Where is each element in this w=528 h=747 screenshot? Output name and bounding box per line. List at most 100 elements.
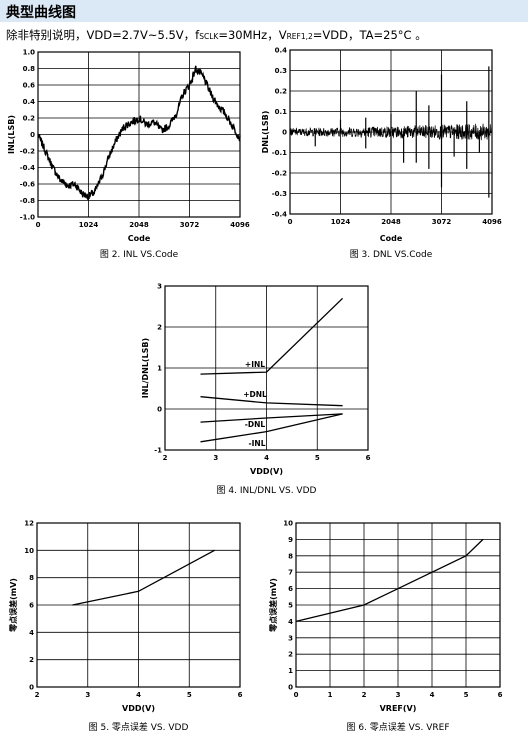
figure-caption: 图 3. DNL VS.Code bbox=[350, 249, 433, 260]
y-axis-label: INL/DNL(LSB) bbox=[141, 338, 150, 398]
x-tick-label: 6 bbox=[498, 691, 503, 699]
note-part-3: =VDD，TA=25°C 。 bbox=[312, 28, 427, 42]
x-axis-label: VDD(V) bbox=[250, 467, 283, 476]
x-tick-label: 1024 bbox=[79, 221, 99, 229]
y-tick-label: 0.4 bbox=[23, 98, 36, 106]
y-tick-label: 1.0 bbox=[23, 49, 36, 57]
chart-fig2: 0 1024 2048 3072 4096 -1.0 -0.8 -0.6 -0.4 -0.2 0 0.… bbox=[7, 49, 250, 261]
y-tick-label: 0 bbox=[29, 684, 34, 692]
x-axis-label: VDD(V) bbox=[122, 704, 155, 713]
y-tick-label: -0.4 bbox=[272, 211, 287, 219]
series-line bbox=[295, 538, 484, 623]
figure-caption: 图 5. 零点误差 VS. VDD bbox=[89, 721, 189, 733]
y-tick-label: 1 bbox=[288, 667, 293, 675]
y-tick-label: 0 bbox=[157, 406, 162, 414]
series-line bbox=[72, 549, 215, 606]
y-tick-label: -0.8 bbox=[20, 197, 35, 205]
y-tick-label: 8 bbox=[29, 574, 34, 582]
note-part-1: 除非特别说明，VDD=2.7V~5.5V，f bbox=[6, 28, 200, 42]
x-tick-label: 6 bbox=[238, 691, 243, 699]
section-header-bar bbox=[0, 0, 528, 22]
y-axis-label: INL(LSB) bbox=[7, 115, 16, 154]
y-tick-label: 2 bbox=[29, 656, 34, 664]
y-tick-label: 4 bbox=[29, 629, 34, 637]
x-axis-label: Code bbox=[380, 234, 403, 243]
y-tick-label: -0.1 bbox=[272, 149, 287, 157]
y-tick-label: 6 bbox=[288, 585, 293, 593]
y-tick-label: -0.6 bbox=[20, 181, 35, 189]
series-line bbox=[200, 413, 343, 443]
plot-frame bbox=[289, 49, 493, 215]
y-axis-label: DNL(LSB) bbox=[261, 111, 270, 154]
x-tick-label: 1024 bbox=[331, 218, 351, 226]
x-tick-label: 3072 bbox=[180, 221, 200, 229]
x-tick-label: 4096 bbox=[482, 218, 502, 226]
y-tick-label: 5 bbox=[288, 602, 293, 610]
x-tick-label: 1 bbox=[328, 691, 333, 699]
x-tick-label: 4 bbox=[136, 691, 141, 699]
y-tick-label: 12 bbox=[24, 520, 34, 528]
x-tick-label: 3 bbox=[85, 691, 90, 699]
x-tick-label: 5 bbox=[464, 691, 469, 699]
y-tick-label: 10 bbox=[283, 520, 293, 528]
y-tick-label: 7 bbox=[288, 569, 293, 577]
series-label: +DNL bbox=[243, 390, 267, 399]
y-tick-label: 2 bbox=[288, 651, 293, 659]
note-sub-sclk: SCLK bbox=[199, 32, 219, 41]
y-tick-label: 3 bbox=[157, 283, 162, 291]
x-tick-label: 2 bbox=[362, 691, 367, 699]
plot-frame bbox=[295, 522, 501, 688]
series-label: -INL bbox=[249, 439, 266, 448]
y-tick-label: -0.3 bbox=[272, 190, 287, 198]
chart-fig6: 0 1 2 3 4 5 6 0 1 2 3 4 5 6 7 8 9 10 VREF(V) 零点误差(mV) 图 6. 零… bbox=[268, 520, 503, 734]
y-tick-label: -1.0 bbox=[20, 214, 35, 222]
x-tick-label: 5 bbox=[187, 691, 192, 699]
y-axis-label: 零点误差(mV) bbox=[8, 578, 18, 633]
x-tick-label: 2 bbox=[163, 454, 168, 462]
figure-caption: 图 2. INL VS.Code bbox=[100, 249, 179, 260]
y-tick-label: 0 bbox=[288, 684, 293, 692]
y-tick-label: 2 bbox=[157, 324, 162, 332]
y-tick-label: 4 bbox=[288, 618, 293, 626]
chart-fig4: 2 3 4 5 6 -1 0 1 2 3 VDD(V) INL/DNL(LSB) 图 4. INL/DN… bbox=[141, 283, 371, 497]
x-tick-label: 4 bbox=[430, 691, 435, 699]
note-part-2: =30MHz，V bbox=[218, 28, 287, 42]
y-tick-label: 3 bbox=[288, 634, 293, 642]
y-tick-label: 0.2 bbox=[275, 88, 288, 96]
y-tick-label: 10 bbox=[24, 547, 34, 555]
chart-fig3: 0 1024 2048 3072 4096 -0.4 -0.3 -0.2 -0.1 0 0.1 0.2… bbox=[261, 47, 502, 261]
y-tick-label: 0 bbox=[282, 129, 287, 137]
x-tick-label: 4 bbox=[264, 454, 269, 462]
series-line bbox=[200, 396, 343, 407]
y-tick-label: 0.2 bbox=[23, 115, 36, 123]
figure-caption: 图 6. 零点误差 VS. VREF bbox=[346, 721, 449, 733]
x-tick-label: 2048 bbox=[129, 221, 149, 229]
plot-frame bbox=[36, 522, 241, 688]
x-tick-label: 6 bbox=[366, 454, 371, 462]
note-sub-ref: REF1,2 bbox=[286, 32, 313, 41]
x-tick-label: 0 bbox=[288, 218, 293, 226]
conditions-note: 除非特别说明，VDD=2.7V~5.5V，fSCLK=30MHz，VREF1,2… bbox=[6, 27, 427, 43]
y-tick-label: 0.4 bbox=[275, 47, 288, 55]
series-label: -DNL bbox=[245, 420, 266, 429]
y-tick-label: 1 bbox=[157, 365, 162, 373]
y-tick-label: 0 bbox=[30, 131, 35, 139]
section-title: 典型曲线图 bbox=[6, 5, 76, 21]
plot-frame bbox=[164, 285, 369, 451]
x-tick-label: 4096 bbox=[230, 221, 250, 229]
y-tick-label: -0.4 bbox=[20, 164, 35, 172]
series-line bbox=[200, 297, 344, 375]
x-tick-label: 2 bbox=[35, 691, 40, 699]
series-label: +INL bbox=[245, 360, 265, 369]
x-tick-label: 0 bbox=[36, 221, 41, 229]
x-tick-label: 0 bbox=[294, 691, 299, 699]
x-tick-label: 5 bbox=[315, 454, 320, 462]
y-tick-label: -1 bbox=[154, 447, 162, 455]
series-line bbox=[200, 413, 343, 423]
figure-caption: 图 4. INL/DNL VS. VDD bbox=[217, 485, 317, 496]
x-tick-label: 3 bbox=[213, 454, 218, 462]
x-tick-label: 3072 bbox=[432, 218, 452, 226]
y-tick-label: 0.8 bbox=[23, 65, 36, 73]
